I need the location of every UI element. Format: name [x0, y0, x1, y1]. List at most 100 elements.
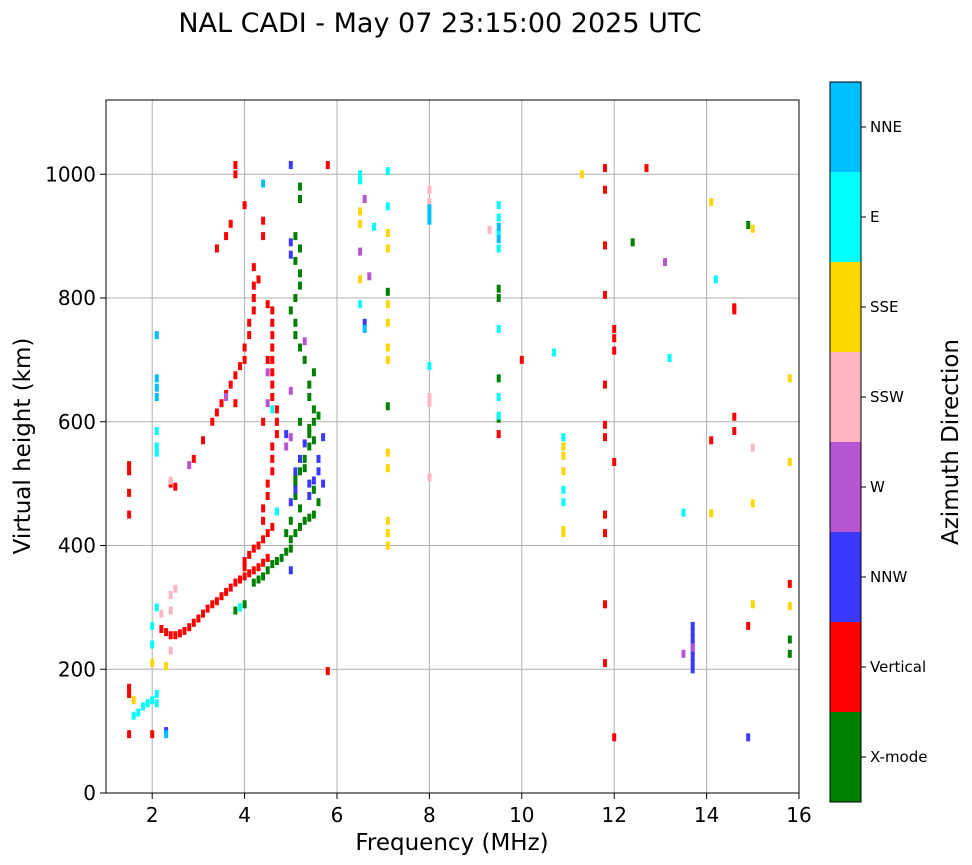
echo-point-x-mode [270, 560, 275, 569]
echo-point-x-mode [293, 318, 298, 327]
echo-point-e [145, 699, 150, 708]
echo-point-vertical [612, 346, 617, 355]
echo-point-sse [385, 541, 390, 550]
echo-point-x-mode [265, 566, 270, 575]
echo-point-x-mode [316, 411, 321, 420]
y-tick-label: 400 [58, 534, 96, 558]
echo-point-vertical [224, 587, 229, 596]
echo-point-nnw [746, 733, 751, 742]
echo-point-e [150, 696, 155, 705]
echo-point-vertical [265, 492, 270, 500]
colorbar-segment [830, 712, 861, 802]
echo-point-vertical [603, 420, 607, 429]
echo-point-e [154, 427, 159, 435]
echo-point-ssw [159, 609, 164, 618]
colorbar-segment [830, 442, 861, 532]
echo-point-vertical [256, 563, 261, 572]
echo-point-vertical [219, 399, 224, 408]
echo-point-sse [385, 318, 390, 327]
echo-point-vertical [127, 510, 132, 519]
echo-point-w [358, 247, 363, 256]
echo-point-vertical [732, 427, 737, 435]
echo-point-nnw [284, 430, 289, 439]
colorbar-segment [830, 622, 861, 712]
echo-point-nne [427, 204, 432, 213]
echo-point-x-mode [311, 368, 316, 377]
echo-point-e [496, 324, 501, 333]
echo-point-ssw [168, 646, 173, 655]
echo-point-vertical [603, 659, 607, 668]
echo-point-sse [750, 224, 755, 233]
echo-point-vertical [251, 281, 256, 290]
colorbar-tick-label: SSW [870, 388, 904, 406]
echo-point-nne [261, 179, 266, 188]
echo-point-vertical [612, 458, 617, 466]
colorbar: X-mode Vertical NNW W SSW SSE E NNE [829, 81, 927, 803]
echo-point-w [362, 195, 367, 203]
colorbar-segment [830, 82, 861, 172]
echo-point-x-mode [256, 575, 261, 584]
echo-point-ssw [750, 443, 755, 452]
echo-point-vertical [242, 355, 247, 364]
echo-point-nnw [311, 476, 316, 485]
echo-point-nnw [316, 467, 321, 476]
echo-point-x-mode [302, 464, 307, 473]
echo-point-vertical [787, 579, 792, 588]
echo-point-e [496, 393, 501, 401]
x-tick-label: 6 [331, 803, 344, 827]
echo-point-vertical [242, 201, 247, 210]
echo-point-vertical [603, 185, 607, 194]
echo-point-nne [164, 730, 169, 739]
echo-point-x-mode [630, 238, 635, 247]
x-tick-label: 12 [601, 803, 626, 827]
echo-point-nnw [288, 250, 293, 259]
echo-point-ssw [427, 185, 432, 194]
echo-point-x-mode [307, 513, 312, 522]
echo-point-vertical [265, 529, 270, 538]
echo-point-x-mode [233, 606, 238, 615]
echo-point-nnw [307, 479, 312, 488]
echo-point-ssw [427, 399, 432, 408]
echo-point-nne [427, 216, 432, 225]
echo-point-vertical [261, 535, 266, 544]
grid-lines [106, 100, 800, 794]
y-axis-ticks: 0 200 400 600 800 1000 [45, 162, 106, 805]
echo-point-ssw [427, 198, 432, 207]
echo-point-sse [561, 451, 566, 460]
echo-point-nnw [690, 652, 695, 661]
echo-point-x-mode [496, 284, 501, 293]
echo-point-vertical [224, 232, 229, 241]
echo-point-vertical [173, 482, 178, 491]
echo-point-vertical [242, 557, 247, 565]
echo-point-vertical [603, 600, 607, 609]
echo-point-w [367, 272, 372, 281]
echo-point-x-mode [293, 492, 298, 500]
echo-point-nnw [293, 467, 298, 476]
echo-point-e [238, 603, 242, 612]
echo-point-e [154, 603, 159, 612]
echo-point-ssw [168, 606, 173, 615]
echo-point-e [681, 508, 686, 517]
echo-point-sse [385, 244, 390, 253]
echo-point-vertical [228, 219, 233, 228]
echo-point-x-mode [293, 479, 298, 488]
echo-point-nnw [307, 492, 312, 500]
echo-point-sse [709, 509, 714, 518]
echo-point-vertical [247, 318, 252, 327]
echo-point-e [358, 300, 363, 309]
echo-point-vertical [270, 318, 275, 327]
echo-point-vertical [219, 592, 224, 601]
colorbar-tick-label: E [870, 208, 879, 226]
echo-point-vertical [265, 300, 270, 309]
echo-point-nnw [362, 318, 367, 327]
echo-point-x-mode [298, 343, 302, 352]
echo-point-e [154, 690, 159, 698]
echo-point-vertical [261, 558, 266, 567]
echo-point-vertical [612, 324, 617, 333]
echo-point-nne [496, 222, 501, 231]
echo-point-vertical [270, 522, 275, 531]
echo-point-vertical [196, 614, 201, 623]
y-tick-label: 600 [58, 410, 96, 434]
echo-point-vertical [127, 730, 132, 739]
